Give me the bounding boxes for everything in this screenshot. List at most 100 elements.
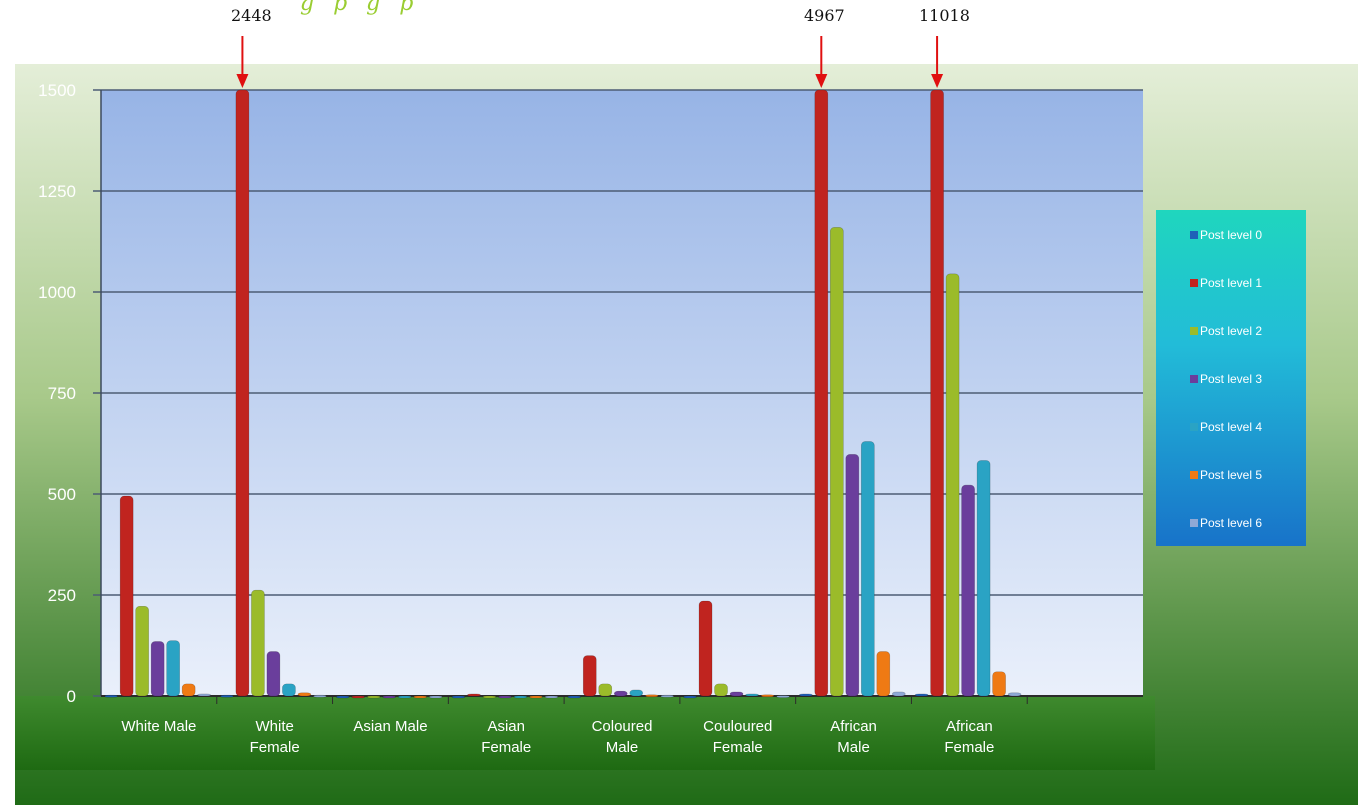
bar [413, 695, 427, 699]
bar [961, 484, 975, 697]
y-tick-label: 0 [67, 687, 76, 706]
bar [776, 695, 790, 698]
bar [513, 695, 528, 699]
y-tick-label: 250 [48, 586, 76, 605]
bar [567, 695, 582, 699]
x-tick-label: Asian Male [353, 718, 427, 735]
bar [745, 693, 759, 697]
legend-item-post-level-0: Post level 0 [1190, 228, 1262, 242]
bar [498, 695, 512, 699]
bar [119, 495, 134, 697]
legend-item-post-level-2: Post level 2 [1190, 324, 1262, 338]
callout-label-white-female: 2448 [231, 6, 272, 25]
bar [845, 454, 860, 697]
bar [266, 651, 281, 697]
bar [235, 89, 250, 697]
callout-annotations: g p g p 2448 4967 11018 [0, 0, 1362, 64]
x-tick-label: White Male [121, 718, 196, 735]
bar [382, 695, 396, 699]
legend-item-post-level-6: Post level 6 [1190, 516, 1262, 530]
bar [397, 695, 412, 699]
bar [351, 695, 365, 699]
x-tick-label: Couloured Female [703, 718, 772, 756]
bar [544, 695, 559, 699]
y-tick-label: 1000 [38, 283, 76, 302]
callout-label-african-male: 4967 [804, 6, 845, 25]
bar [451, 695, 466, 699]
bar [150, 641, 165, 697]
y-tick-label: 1250 [38, 182, 76, 201]
arrowhead-icon [236, 74, 249, 88]
legend-item-post-level-3: Post level 3 [1190, 372, 1262, 386]
bar [313, 694, 327, 698]
bar [482, 695, 497, 699]
legend-label: Post level 5 [1200, 468, 1263, 482]
arrowhead-icon [931, 74, 944, 88]
bar [814, 89, 829, 697]
bar [945, 273, 960, 697]
legend-label: Post level 0 [1200, 228, 1263, 242]
bar [930, 89, 944, 697]
bar [467, 693, 481, 697]
bar [683, 695, 697, 699]
x-axis-band [15, 696, 1155, 770]
x-tick-label: Asian Female [481, 718, 531, 756]
bar [135, 606, 149, 697]
legend-item-post-level-4: Post level 4 [1190, 420, 1262, 434]
bar [598, 683, 613, 697]
bar [428, 695, 443, 699]
bar [992, 671, 1006, 697]
legend-label: Post level 4 [1200, 420, 1263, 434]
legend-item-post-level-1: Post level 1 [1190, 276, 1262, 290]
legend-label: Post level 1 [1200, 276, 1263, 290]
bar [104, 694, 118, 698]
bar [714, 683, 728, 697]
bar [629, 689, 644, 697]
chart-title-fragment: g p g p [300, 0, 420, 16]
arrowhead-icon [815, 74, 828, 88]
x-tick-label: Coloured Male [592, 718, 653, 756]
bar [166, 640, 180, 697]
bar [529, 695, 543, 699]
legend-item-post-level-5: Post level 5 [1190, 468, 1262, 482]
legend: Post level 0 Post level 1 Post level 2 P… [1156, 210, 1306, 546]
x-tick-label: African Female [944, 718, 994, 756]
bar [976, 460, 991, 697]
bar [660, 694, 675, 698]
bar [251, 589, 265, 697]
legend-swatch-icon [1190, 519, 1198, 527]
y-tick-label: 750 [48, 384, 76, 403]
bar [876, 651, 891, 697]
legend-swatch-icon [1190, 423, 1198, 431]
legend-swatch-icon [1190, 375, 1198, 383]
bar [1007, 692, 1022, 697]
bar [297, 692, 312, 697]
bar [282, 683, 296, 697]
legend-swatch-icon [1190, 279, 1198, 287]
bar [582, 655, 597, 697]
bar [197, 693, 211, 697]
bar [830, 227, 844, 697]
legend-label: Post level 6 [1200, 516, 1263, 530]
legend-swatch-icon [1190, 231, 1198, 239]
bar [861, 441, 875, 697]
legend-label: Post level 2 [1200, 324, 1263, 338]
bar [220, 694, 234, 698]
bar [892, 691, 906, 697]
legend-swatch-icon [1190, 471, 1198, 479]
bar [698, 600, 713, 697]
bar [644, 694, 659, 698]
bar [181, 683, 196, 697]
legend-label: Post level 3 [1200, 372, 1263, 386]
bar [760, 694, 775, 698]
bar [335, 695, 350, 699]
x-tick-label: African Male [830, 718, 877, 756]
bar [914, 693, 929, 697]
bar [729, 691, 744, 697]
bar [613, 690, 628, 697]
y-tick-label: 1500 [38, 81, 76, 100]
x-tick-label: White Female [250, 718, 300, 756]
y-tick-label: 500 [48, 485, 76, 504]
legend-swatch-icon [1190, 327, 1198, 335]
